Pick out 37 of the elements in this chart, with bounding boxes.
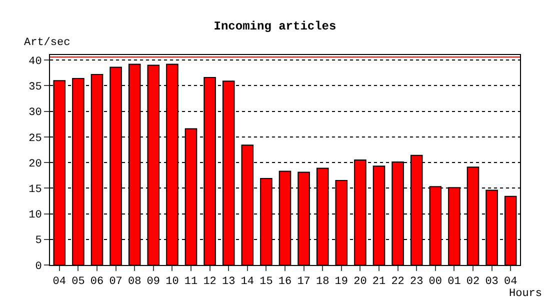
y-tick-label: 40: [28, 56, 42, 68]
x-tick-label: 05: [72, 276, 85, 288]
y-tick-label: 35: [28, 82, 42, 94]
y-tick-label: 5: [35, 235, 42, 248]
x-tick-label: 12: [203, 276, 216, 288]
y-tick-label: 15: [28, 184, 42, 196]
x-tick-label: 08: [128, 276, 142, 288]
x-tick-label: 04: [504, 276, 518, 288]
chart-title: Incoming articles: [214, 19, 336, 34]
x-tick-label: 19: [334, 276, 348, 288]
y-axis-title: Art/sec: [24, 37, 70, 49]
x-tick-label: 07: [109, 276, 122, 288]
y-tick-label: 20: [28, 158, 42, 170]
x-tick-label: 15: [260, 276, 273, 288]
x-tick-label: 03: [485, 276, 498, 288]
x-tick-label: 22: [391, 276, 404, 288]
x-tick-label: 13: [222, 276, 236, 288]
x-tick-label: 01: [448, 276, 462, 288]
x-tick-label: 17: [297, 276, 310, 288]
x-tick-label: 11: [184, 276, 198, 288]
x-tick-label: 20: [354, 276, 367, 288]
x-tick-label: 00: [428, 276, 442, 288]
x-axis-title: Hours: [509, 288, 542, 300]
x-tick-label: 06: [90, 276, 104, 288]
x-tick-label: 14: [240, 276, 254, 288]
y-tick-label: 10: [28, 210, 42, 222]
y-tick-label: 30: [28, 107, 42, 120]
x-tick-label: 21: [372, 276, 386, 288]
x-tick-label: 02: [466, 276, 480, 288]
x-tick-label: 16: [278, 276, 292, 288]
y-tick-label: 25: [28, 132, 42, 145]
y-tick-label: 0: [35, 260, 42, 273]
x-tick-label: 18: [316, 276, 330, 288]
x-tick-label: 04: [52, 276, 66, 288]
x-tick-label: 10: [166, 276, 179, 288]
x-tick-label: 09: [146, 276, 160, 288]
x-tick-label: 23: [410, 276, 424, 288]
